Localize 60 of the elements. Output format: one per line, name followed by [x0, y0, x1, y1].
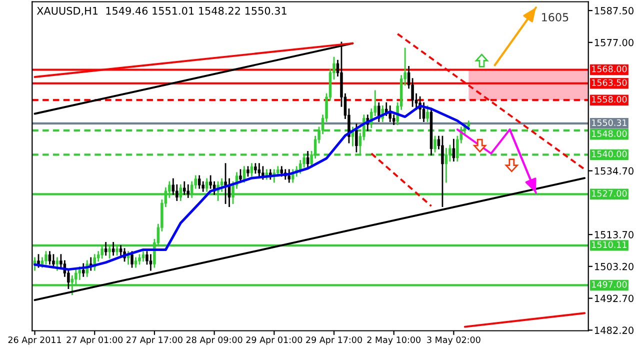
- x-tick-label: 29 Apr 01:00: [246, 336, 302, 345]
- x-tick-label: 27 Apr 17:00: [126, 336, 182, 345]
- y-tick-label: 1513.70: [594, 231, 634, 238]
- candlestick: [134, 257, 138, 268]
- candlestick: [426, 105, 429, 122]
- candlestick: [48, 251, 52, 265]
- ref-line-label: 1510.11: [592, 241, 626, 248]
- candlestick: [262, 166, 264, 180]
- candlestick: [452, 138, 456, 162]
- candlestick: [183, 181, 186, 195]
- ref-line-label: 1497.00: [592, 281, 627, 288]
- y-tick-label: 1534.70: [594, 167, 634, 175]
- annotation: 1605: [542, 13, 568, 22]
- candlestick: [280, 166, 284, 177]
- candlestick: [258, 163, 261, 177]
- y-tick-label: 1587.50: [594, 7, 634, 14]
- x-tick-label: 2 May 10:00: [367, 336, 420, 345]
- candlestick: [119, 245, 122, 256]
- y-tick-label: 1577.00: [594, 38, 634, 46]
- candlestick: [130, 251, 134, 268]
- ref-line-label: 1558.00: [592, 96, 627, 103]
- candlestick: [138, 254, 141, 265]
- chart-title: XAUUSD,H1 1549.46 1551.01 1548.22 1550.31: [36, 6, 286, 16]
- y-tick-label: 1492.70: [594, 294, 634, 302]
- candlestick: [104, 242, 108, 256]
- ref-line-label: 1550.31: [592, 119, 626, 126]
- ref-line-label: 1548.00: [592, 130, 627, 137]
- candlestick: [40, 257, 44, 268]
- ref-line-label: 1540.00: [592, 150, 627, 158]
- candlestick: [142, 251, 145, 262]
- candlestick: [44, 251, 48, 265]
- candlestick: [242, 166, 246, 183]
- x-tick-label: 26 Apr 2011: [8, 336, 62, 345]
- ref-line-label: 1527.00: [592, 190, 627, 197]
- candlestick: [239, 169, 242, 183]
- x-tick-label: 27 Apr 01:00: [66, 336, 123, 345]
- candlestick: [198, 175, 201, 189]
- ref-line-label: 1563.50: [592, 79, 627, 86]
- candlestick: [422, 102, 426, 122]
- candlestick: [434, 136, 436, 152]
- candlestick: [37, 254, 40, 268]
- candlestick: [355, 124, 358, 152]
- candlestick: [186, 184, 190, 198]
- candlestick: [254, 163, 257, 174]
- y-tick-label: 1503.20: [594, 262, 634, 270]
- x-tick-label: 29 Apr 17:00: [306, 336, 362, 345]
- x-tick-label: 28 Apr 09:00: [186, 336, 242, 345]
- candlestick: [288, 169, 290, 183]
- candlestick: [56, 257, 59, 271]
- y-tick-label: 1482.20: [594, 326, 634, 334]
- candlestick: [149, 254, 152, 271]
- x-tick-label: 3 May 02:00: [427, 336, 480, 345]
- candlestick: [82, 263, 85, 277]
- candlestick: [112, 242, 115, 256]
- ref-line-label: 1568.00: [592, 66, 627, 72]
- candlestick: [224, 163, 227, 204]
- candlestick: [250, 163, 254, 177]
- candlestick: [78, 266, 82, 280]
- candlestick: [246, 166, 250, 177]
- candlestick: [52, 254, 55, 268]
